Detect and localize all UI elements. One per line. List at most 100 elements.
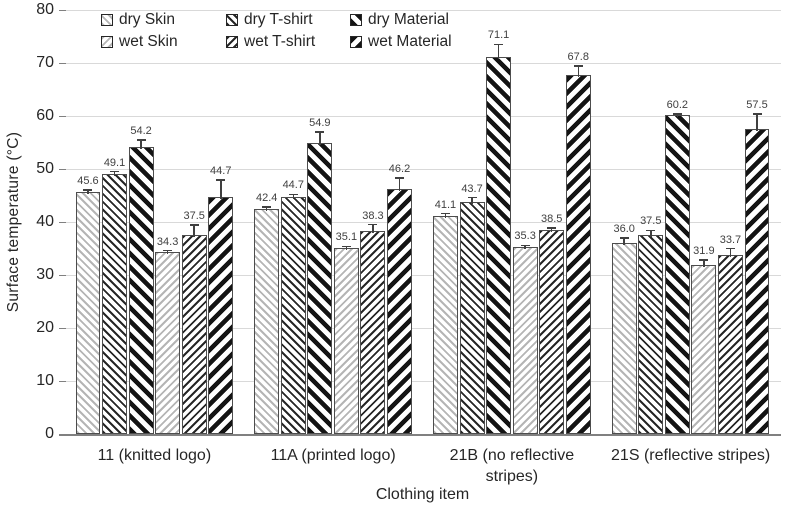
error-bar	[87, 190, 89, 195]
y-tick-label: 0	[45, 425, 54, 442]
error-bar	[166, 250, 169, 255]
gridline	[65, 327, 781, 329]
error-bar	[265, 207, 268, 212]
y-tick-label: 20	[36, 319, 54, 336]
bar-wet-skin	[333, 247, 359, 434]
error-bar-cap	[752, 113, 762, 115]
error-bar	[471, 197, 473, 205]
gridline	[65, 9, 781, 11]
error-bar-cap	[288, 193, 298, 196]
wet-skin-swatch-icon	[101, 36, 113, 48]
value-label: 34.3	[156, 235, 179, 248]
bar-dry-t-shirt	[638, 235, 664, 434]
error-bar	[729, 248, 732, 258]
y-tick-label: 60	[36, 107, 54, 124]
y-axis-tick	[59, 275, 66, 276]
bar-dry-t-shirt	[102, 173, 127, 434]
gridline	[65, 380, 781, 382]
value-label: 44.7	[282, 179, 304, 192]
bar-wet-skin	[512, 246, 538, 434]
gridline	[65, 115, 781, 117]
y-axis-tick	[59, 10, 66, 11]
value-label: 71.1	[487, 29, 510, 42]
bar-wet-material	[387, 189, 412, 434]
wet-tshirt-swatch-icon	[226, 36, 238, 48]
x-axis-baseline	[59, 433, 781, 436]
dry-tshirt-swatch-icon	[226, 14, 238, 26]
error-bar	[193, 225, 195, 238]
value-label: 44.7	[210, 165, 232, 178]
error-bar-cap	[163, 249, 173, 252]
error-bar-cap	[672, 113, 682, 115]
y-axis-tick	[59, 381, 66, 382]
error-bar-cap	[725, 247, 735, 250]
legend-label: wet T-shirt	[244, 33, 316, 50]
bar-wet-t-shirt	[181, 235, 207, 434]
value-label: 49.1	[103, 156, 126, 169]
error-bar	[113, 171, 116, 176]
error-bar-cap	[547, 227, 557, 229]
legend-label: dry Skin	[119, 11, 175, 28]
y-tick-label: 80	[36, 1, 54, 18]
error-bar-cap	[646, 229, 656, 232]
legend-item-dry-material: dry Material	[350, 11, 452, 29]
dry-material-swatch-icon	[350, 14, 362, 26]
y-tick-label: 70	[36, 54, 54, 71]
bar-wet-material	[744, 129, 770, 434]
error-bar	[372, 224, 374, 233]
error-bar-cap	[520, 244, 530, 247]
y-tick-label: 50	[36, 160, 54, 177]
value-label: 37.5	[640, 215, 662, 228]
bar-wet-material	[565, 74, 591, 434]
error-bar-cap	[573, 65, 583, 67]
wet-material-swatch-icon	[350, 36, 362, 48]
gridline	[65, 168, 781, 170]
value-label: 38.3	[362, 209, 384, 222]
value-label: 38.5	[540, 212, 563, 225]
error-bar-cap	[110, 170, 120, 173]
error-bar-cap	[262, 206, 272, 208]
legend-item-dry-skin: dry Skin	[101, 11, 226, 29]
error-bar-cap	[189, 224, 199, 226]
legend-label: dry Material	[368, 11, 449, 28]
value-label: 60.2	[666, 98, 689, 111]
error-bar-cap	[440, 212, 450, 215]
error-bar	[319, 131, 321, 146]
error-bar	[703, 260, 705, 267]
x-axis-title: Clothing item	[375, 486, 470, 503]
bar-dry-t-shirt	[459, 202, 485, 434]
y-tick-label: 30	[36, 266, 54, 283]
value-label: 54.9	[309, 116, 331, 129]
category-label: 11A (printed logo)	[270, 447, 396, 464]
error-bar	[220, 180, 222, 200]
value-label: 46.2	[388, 163, 411, 175]
bar-dry-material	[486, 57, 512, 434]
y-axis-tick	[59, 434, 66, 435]
error-bar	[140, 139, 142, 149]
error-bar	[577, 66, 580, 77]
error-bar-cap	[395, 177, 405, 179]
error-bar-cap	[341, 245, 351, 248]
value-label: 33.7	[719, 233, 742, 246]
error-bar-cap	[368, 223, 378, 226]
legend-item-wet-tshirt: wet T-shirt	[226, 33, 350, 51]
category-label: 11 (knitted logo)	[97, 447, 212, 464]
bar-wet-t-shirt	[539, 229, 565, 434]
error-bar	[623, 237, 625, 246]
y-axis-tick	[59, 222, 66, 223]
category-label: 21B (no reflective stripes)	[449, 447, 575, 485]
bar-dry-t-shirt	[280, 197, 306, 434]
bar-dry-skin	[433, 216, 458, 434]
legend: dry Skin dry T-shirt dry Material wet Sk…	[101, 11, 452, 51]
y-axis-tick	[59, 116, 66, 117]
value-label: 54.2	[130, 124, 152, 137]
error-bar-cap	[83, 189, 93, 191]
error-bar	[676, 113, 679, 117]
y-axis-tick	[59, 63, 66, 64]
bar-dry-skin	[254, 209, 280, 434]
legend-item-wet-skin: wet Skin	[101, 33, 226, 51]
error-bar-cap	[699, 259, 709, 261]
error-bar-cap	[216, 179, 226, 181]
